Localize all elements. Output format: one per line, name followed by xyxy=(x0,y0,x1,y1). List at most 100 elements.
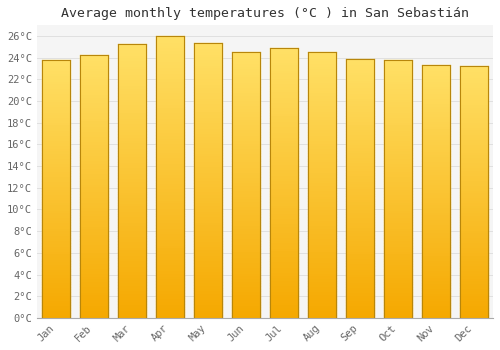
Bar xyxy=(80,313,108,315)
Bar xyxy=(232,185,260,188)
Bar xyxy=(42,256,70,259)
Bar xyxy=(232,259,260,262)
Bar xyxy=(422,204,450,207)
Bar xyxy=(232,190,260,193)
Bar xyxy=(194,208,222,210)
Bar xyxy=(346,124,374,126)
Bar xyxy=(270,172,298,175)
Bar xyxy=(270,91,298,94)
Bar xyxy=(118,285,146,288)
Bar xyxy=(346,217,374,219)
Bar xyxy=(118,274,146,277)
Bar xyxy=(232,304,260,307)
Bar xyxy=(156,160,184,163)
Bar xyxy=(194,73,222,76)
Bar xyxy=(80,286,108,289)
Bar xyxy=(118,214,146,216)
Bar xyxy=(156,95,184,98)
Bar xyxy=(194,290,222,293)
Bar xyxy=(194,145,222,147)
Bar xyxy=(270,177,298,180)
Bar xyxy=(118,132,146,134)
Bar xyxy=(194,227,222,230)
Bar xyxy=(118,236,146,238)
Bar xyxy=(118,183,146,186)
Bar xyxy=(308,241,336,244)
Bar xyxy=(232,121,260,124)
Bar xyxy=(194,142,222,145)
Bar xyxy=(194,246,222,249)
Bar xyxy=(118,118,146,120)
Bar xyxy=(42,210,70,212)
Bar xyxy=(232,92,260,95)
Bar xyxy=(118,170,146,173)
Bar xyxy=(156,247,184,250)
Bar xyxy=(232,153,260,156)
Bar xyxy=(422,124,450,126)
Bar xyxy=(460,160,488,162)
Bar xyxy=(80,149,108,152)
Bar xyxy=(384,184,412,186)
Bar xyxy=(308,74,336,76)
Bar xyxy=(270,134,298,137)
Bar xyxy=(384,266,412,269)
Bar xyxy=(194,120,222,122)
Bar xyxy=(232,297,260,299)
Bar xyxy=(232,204,260,206)
Bar xyxy=(422,207,450,209)
Bar xyxy=(42,223,70,225)
Bar xyxy=(232,313,260,315)
Bar xyxy=(422,156,450,159)
Bar xyxy=(232,55,260,58)
Bar xyxy=(194,46,222,48)
Bar xyxy=(156,138,184,140)
Bar xyxy=(42,171,70,174)
Bar xyxy=(232,310,260,313)
Bar xyxy=(118,90,146,93)
Bar xyxy=(232,273,260,275)
Bar xyxy=(384,140,412,142)
Bar xyxy=(194,51,222,54)
Bar xyxy=(42,207,70,210)
Bar xyxy=(422,260,450,262)
Bar xyxy=(232,238,260,241)
Bar xyxy=(346,191,374,194)
Bar xyxy=(156,180,184,183)
Bar xyxy=(422,267,450,270)
Bar xyxy=(194,133,222,136)
Bar xyxy=(308,95,336,98)
Bar xyxy=(460,107,488,109)
Bar xyxy=(80,141,108,144)
Bar xyxy=(346,157,374,160)
Bar xyxy=(346,315,374,318)
Bar xyxy=(194,169,222,172)
Bar xyxy=(118,186,146,189)
Bar xyxy=(232,177,260,180)
Bar xyxy=(346,212,374,214)
Bar xyxy=(308,291,336,294)
Bar xyxy=(308,87,336,90)
Bar xyxy=(308,145,336,148)
Bar xyxy=(118,167,146,170)
Bar xyxy=(270,67,298,70)
Bar xyxy=(422,144,450,146)
Bar xyxy=(118,77,146,79)
Bar xyxy=(232,127,260,130)
Bar xyxy=(384,114,412,117)
Bar xyxy=(308,246,336,249)
Bar xyxy=(308,313,336,315)
Bar xyxy=(308,310,336,313)
Bar xyxy=(118,153,146,156)
Bar xyxy=(42,305,70,308)
Bar xyxy=(232,76,260,79)
Bar xyxy=(42,194,70,197)
Bar xyxy=(308,150,336,153)
Bar xyxy=(308,284,336,286)
Bar xyxy=(384,191,412,194)
Bar xyxy=(422,108,450,111)
Bar xyxy=(422,212,450,214)
Bar xyxy=(194,167,222,169)
Bar xyxy=(194,235,222,238)
Bar xyxy=(194,139,222,142)
Bar xyxy=(308,198,336,201)
